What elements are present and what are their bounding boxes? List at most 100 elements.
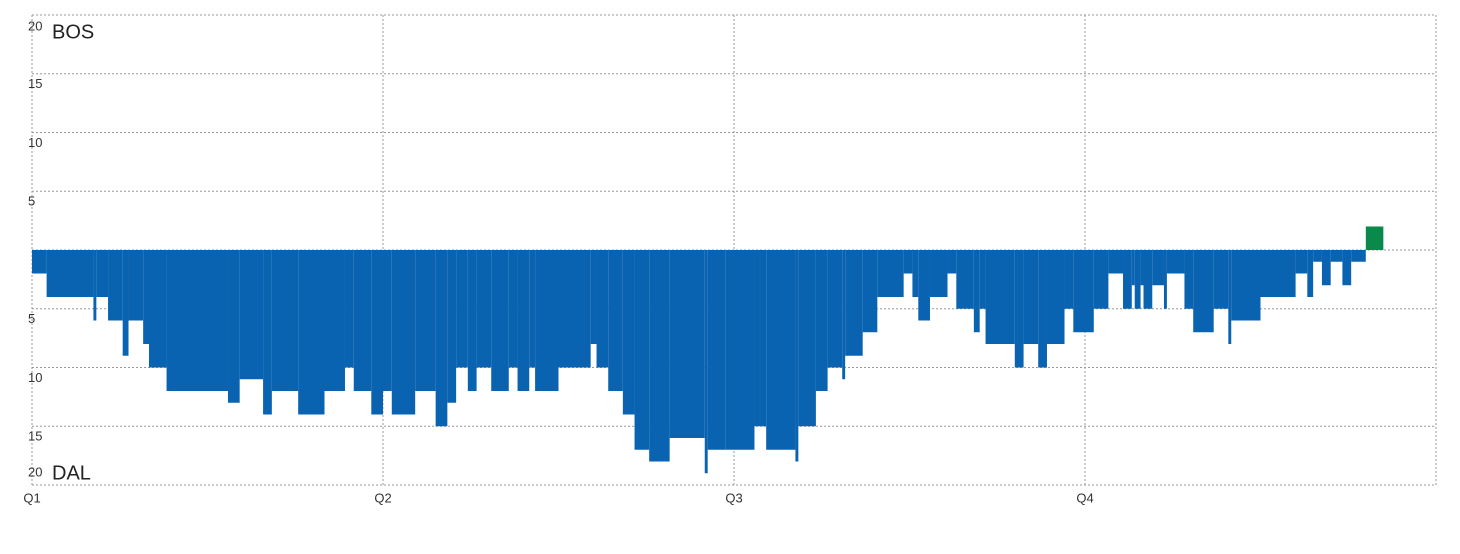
lead-bar [1321, 250, 1331, 286]
lead-bar [476, 250, 492, 368]
lead-bar [435, 250, 448, 427]
lead-bar [298, 250, 325, 415]
bottom-team-label: DAL [52, 462, 91, 484]
lead-bar [1014, 250, 1024, 368]
lead-bar [725, 250, 755, 450]
lead-bar [1351, 250, 1366, 262]
lead-bar [391, 250, 416, 415]
lead-bar [108, 250, 123, 321]
bar-layer [32, 226, 1384, 474]
lead-bar [1295, 250, 1308, 274]
lead-bar [766, 250, 796, 450]
lead-bar [1228, 250, 1232, 344]
lead-bar [558, 250, 591, 368]
lead-bar [239, 250, 264, 380]
lead-bar [979, 250, 986, 309]
lead-bar [1231, 250, 1261, 321]
lead-bar [1184, 250, 1194, 309]
lead-bar [669, 250, 705, 438]
lead-bar [1140, 250, 1144, 286]
label-layer: 20 15 10 5 5 10 15 20 Q1 Q2 Q3 Q4 [23, 18, 1093, 505]
lead-bar [815, 250, 828, 391]
lead-bar [491, 250, 509, 391]
y-tick-label: 5 [28, 194, 35, 209]
lead-bar [877, 250, 904, 297]
y-tick-label: 15 [28, 429, 42, 444]
lead-bar [324, 250, 345, 391]
top-team-label: BOS [52, 21, 94, 43]
lead-bar [166, 250, 228, 391]
lead-bar [32, 250, 47, 274]
lead-bar [1330, 250, 1343, 262]
lead-bar [707, 250, 726, 450]
lead-bar [128, 250, 144, 321]
lead-bar [798, 250, 816, 427]
y-tick-label: 15 [28, 76, 42, 91]
lead-bar [912, 250, 919, 297]
lead-bar [143, 250, 149, 344]
lead-bar [842, 250, 846, 380]
y-tick-label: 20 [28, 464, 42, 479]
lead-bar [1143, 250, 1153, 309]
lead-bar [608, 250, 623, 391]
lead-bar [1342, 250, 1352, 286]
lead-bar [353, 250, 372, 391]
y-tick-label: 20 [28, 18, 42, 33]
lead-bar [754, 250, 767, 427]
lead-bar [1093, 250, 1109, 309]
lead-bar [1046, 250, 1065, 344]
lead-bar [985, 250, 1015, 344]
x-tick-label: Q1 [23, 490, 40, 505]
x-tick-label: Q2 [374, 490, 391, 505]
lead-bar [1038, 250, 1047, 368]
lead-bar [1108, 250, 1124, 274]
lead-bar [1064, 250, 1074, 309]
y-tick-label: 10 [28, 135, 42, 150]
lead-bar [263, 250, 272, 415]
lead-bar [529, 250, 536, 368]
lead-bar [956, 250, 974, 309]
lead-bar [1213, 250, 1229, 309]
lead-bar [596, 250, 609, 368]
lead-bar [344, 250, 354, 368]
lead-bar [456, 250, 468, 368]
lead-bar [1023, 250, 1039, 344]
lead-bar [1365, 226, 1384, 250]
lead-bar [918, 250, 930, 321]
lead-bar [149, 250, 167, 368]
lead-bar [845, 250, 863, 356]
lead-bar [795, 250, 799, 462]
lead-bar [947, 250, 957, 274]
lead-bar [1134, 250, 1141, 309]
lead-bar [1193, 250, 1214, 333]
lead-bar [1131, 250, 1135, 286]
y-tick-label: 5 [28, 311, 35, 326]
y-tick-label: 10 [28, 370, 42, 385]
lead-bar [1260, 250, 1296, 297]
lead-bar [93, 250, 97, 321]
lead-bar [508, 250, 518, 368]
lead-bar [903, 250, 913, 274]
lead-bar [704, 250, 708, 474]
lead-bar [622, 250, 635, 415]
lead-bar [590, 250, 597, 344]
lead-bar [535, 250, 559, 391]
lead-bar [862, 250, 878, 333]
lead-bar [973, 250, 980, 333]
lead-bar [1307, 250, 1314, 297]
lead-bar [1073, 250, 1094, 333]
lead-bar [96, 250, 109, 297]
x-tick-label: Q4 [1076, 490, 1093, 505]
lead-bar [517, 250, 530, 391]
lead-bar [271, 250, 299, 391]
lead-bar [1313, 250, 1322, 262]
lead-bar [827, 250, 843, 368]
lead-bar [122, 250, 129, 356]
lead-bar [383, 250, 392, 391]
lead-bar [467, 250, 477, 391]
lead-bar [447, 250, 457, 403]
lead-bar [929, 250, 948, 297]
lead-bar [1123, 250, 1132, 309]
lead-bar [649, 250, 670, 462]
